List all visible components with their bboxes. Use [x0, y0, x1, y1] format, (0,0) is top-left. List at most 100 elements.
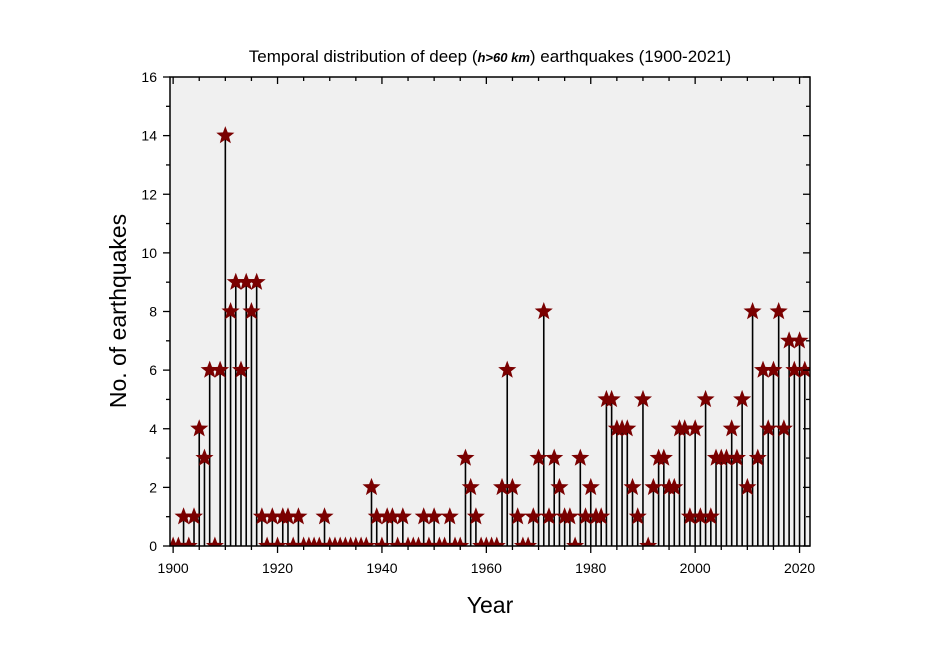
- data-point-1938: [362, 477, 381, 496]
- data-point-1991: [639, 536, 658, 546]
- data-point-1906: [195, 448, 214, 466]
- data-point-1905: [190, 419, 209, 437]
- data-point-1956: [456, 448, 475, 466]
- data-point-1924: [289, 507, 308, 525]
- data-point-2000: [686, 419, 705, 437]
- data-point-1976: [560, 507, 579, 525]
- data-point-1999: [680, 507, 699, 525]
- data-point-2001: [691, 507, 710, 525]
- data-point-1979: [576, 507, 595, 525]
- data-point-1996: [665, 477, 684, 496]
- data-point-1937: [357, 536, 376, 546]
- data-point-1955: [451, 536, 470, 546]
- data-point-1963: [493, 477, 511, 496]
- data-point-1944: [393, 507, 412, 525]
- data-point-1968: [519, 536, 538, 546]
- data-point-1948: [414, 507, 433, 525]
- data-point-1964: [498, 360, 517, 378]
- data-point-1916: [247, 272, 266, 290]
- data-point-1908: [205, 536, 224, 546]
- data-point-2015: [764, 360, 783, 378]
- data-point-1984: [602, 389, 621, 408]
- data-point-2012: [748, 448, 767, 466]
- y-tick-label: 6: [149, 362, 157, 378]
- data-point-1989: [628, 507, 647, 525]
- data-point-1977: [566, 536, 585, 546]
- data-point-1913: [232, 360, 250, 378]
- data-point-2016: [769, 302, 788, 320]
- x-tick-label: 2020: [784, 560, 815, 576]
- axis-ticks: 1900 1920 1940 1960 1980 2000 2020 0 2 4 6 8 10 12 14 1…: [141, 69, 815, 576]
- data-point-2019: [785, 360, 804, 378]
- data-point-2010: [738, 477, 757, 496]
- data-point-1953: [440, 507, 459, 525]
- data-point-1962: [487, 536, 506, 546]
- data-point-1982: [592, 507, 611, 525]
- data-point-1965: [503, 477, 522, 496]
- y-tick-label: 10: [141, 245, 157, 261]
- data-point-1929: [315, 507, 334, 525]
- data-point-1910: [216, 126, 235, 144]
- data-point-1988: [623, 477, 642, 496]
- data-point-1970: [529, 448, 548, 466]
- data-point-1922: [278, 507, 297, 525]
- data-point-2014: [759, 419, 778, 437]
- data-point-1958: [466, 507, 485, 525]
- stems-group: [182, 135, 806, 546]
- data-point-1978: [571, 448, 590, 466]
- data-point-1907: [200, 360, 219, 378]
- x-tick-label: 1960: [471, 560, 502, 576]
- data-point-1909: [211, 360, 230, 378]
- data-point-2011: [743, 302, 762, 320]
- y-tick-label: 4: [149, 421, 157, 437]
- data-point-1990: [633, 389, 652, 408]
- x-axis-title: Year: [467, 592, 514, 618]
- data-point-1904: [185, 507, 203, 525]
- data-point-1973: [545, 448, 564, 466]
- data-point-1998: [675, 419, 694, 437]
- data-point-1902: [174, 507, 193, 525]
- markers-group: [170, 126, 810, 546]
- data-point-1919: [263, 507, 282, 525]
- data-point-2002: [696, 389, 715, 408]
- y-tick-label: 2: [149, 479, 157, 495]
- data-point-2006: [717, 448, 736, 466]
- x-tick-label: 1900: [158, 560, 189, 576]
- data-point-1980: [581, 477, 600, 496]
- data-point-1917: [252, 507, 271, 525]
- data-point-2003: [701, 507, 720, 525]
- plot-area: [170, 77, 810, 546]
- y-tick-label: 16: [141, 69, 157, 85]
- data-point-2007: [722, 419, 741, 437]
- data-point-1903: [179, 536, 198, 546]
- data-point-2009: [733, 389, 752, 408]
- data-point-1974: [550, 477, 569, 496]
- y-axis-title: No. of earthquakes: [105, 214, 131, 408]
- data-point-1942: [383, 507, 402, 525]
- data-point-1966: [508, 507, 527, 525]
- data-point-2021: [795, 360, 810, 378]
- x-tick-label: 1940: [366, 560, 397, 576]
- y-tick-label: 8: [149, 304, 157, 320]
- data-point-1987: [618, 419, 637, 437]
- data-point-1920: [268, 536, 287, 546]
- data-point-1969: [524, 507, 543, 525]
- data-point-2017: [774, 419, 793, 437]
- data-point-1994: [654, 448, 673, 466]
- data-point-1971: [534, 302, 553, 320]
- y-tick-label: 14: [141, 128, 157, 144]
- data-point-1939: [367, 507, 386, 525]
- data-point-1914: [237, 272, 256, 290]
- data-point-1912: [226, 272, 245, 290]
- data-point-2020: [790, 331, 809, 349]
- x-tick-label: 1980: [575, 560, 606, 576]
- data-point-1911: [221, 302, 240, 320]
- data-point-2008: [727, 448, 746, 466]
- x-tick-label: 1920: [262, 560, 293, 576]
- data-point-2013: [754, 360, 773, 378]
- data-point-1957: [461, 477, 480, 496]
- data-point-1915: [242, 302, 261, 320]
- chart-title: Temporal distribution of deep (h>60 km) …: [249, 47, 731, 66]
- data-point-1972: [540, 507, 558, 525]
